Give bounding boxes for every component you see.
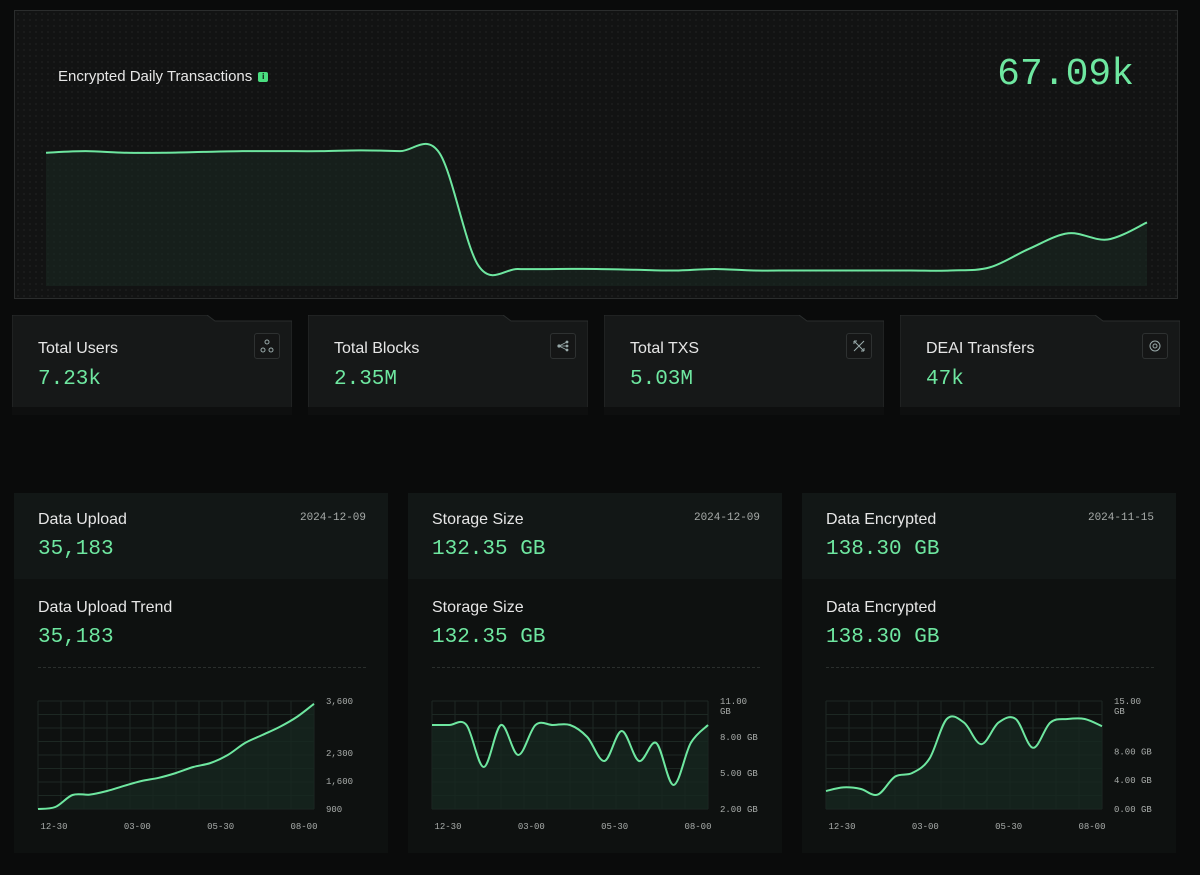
stat-card-frame bbox=[604, 315, 884, 415]
trend-chart: 11.00 GB 8.00 GB 5.00 GB 2.00 GB 12-30 03-00 05… bbox=[431, 697, 758, 832]
card-value: 35,183 bbox=[38, 538, 114, 561]
divider bbox=[38, 667, 366, 668]
hero-area bbox=[46, 143, 1147, 286]
x-tick-label: 08-00 bbox=[290, 822, 317, 832]
transfer-target-icon bbox=[1142, 333, 1168, 359]
trend-value: 138.30 GB bbox=[826, 626, 940, 649]
series-line bbox=[825, 715, 1103, 796]
stat-value: 2.35M bbox=[334, 368, 398, 391]
data-card-storage-size: Storage Size 2024-12-09 132.35 GB Storag… bbox=[408, 493, 782, 853]
card-date: 2024-12-09 bbox=[299, 512, 366, 524]
trend-chart: 3,600 2,300 1,600 900 12-30 03-00 05-30 08-00 bbox=[37, 697, 353, 832]
card-label: Storage Size bbox=[432, 511, 524, 528]
x-tick-label: 03-00 bbox=[518, 822, 545, 832]
trend-label: Data Encrypted bbox=[826, 599, 937, 616]
info-icon[interactable]: i bbox=[258, 71, 269, 82]
x-tick-label: 08-00 bbox=[684, 822, 711, 832]
y-tick-label: 15.00 GB bbox=[1114, 697, 1141, 717]
x-tick-label: 05-30 bbox=[207, 822, 234, 832]
blocks-tree-icon bbox=[550, 333, 576, 359]
card-date: 2024-12-09 bbox=[693, 512, 760, 524]
stat-card-frame bbox=[308, 315, 588, 415]
y-tick-label: 2,300 bbox=[326, 749, 353, 759]
y-tick-label: 3,600 bbox=[326, 697, 353, 707]
stat-value: 47k bbox=[926, 368, 964, 391]
y-tick-label: 0.00 GB bbox=[1114, 805, 1152, 815]
stat-value: 7.23k bbox=[38, 368, 102, 391]
y-tick-label: 900 bbox=[326, 805, 342, 815]
y-tick-label: 8.00 GB bbox=[720, 733, 758, 743]
stat-card-deai-transfers[interactable]: DEAI Transfers 47k bbox=[900, 315, 1180, 415]
card-header bbox=[14, 493, 388, 579]
trend-chart: 15.00 GB 8.00 GB 4.00 GB 0.00 GB 12-30 03-00 05… bbox=[825, 697, 1152, 832]
card-label: Data Encrypted bbox=[826, 511, 937, 528]
divider bbox=[432, 667, 760, 668]
stat-card-total-users[interactable]: Total Users 7.23k bbox=[12, 315, 292, 415]
card-label: Data Upload bbox=[38, 511, 127, 528]
trend-label: Storage Size bbox=[432, 599, 524, 616]
stat-card-total-blocks[interactable]: Total Blocks 2.35M bbox=[308, 315, 588, 415]
y-tick-label: 2.00 GB bbox=[720, 805, 758, 815]
data-card-data-upload: Data Upload 2024-12-09 35,183 Data Uploa… bbox=[14, 493, 388, 853]
divider bbox=[826, 667, 1154, 668]
y-tick-label: 8.00 GB bbox=[1114, 747, 1152, 757]
card-value: 132.35 GB bbox=[432, 538, 546, 561]
y-tick-label: 4.00 GB bbox=[1114, 776, 1152, 786]
series-area bbox=[826, 716, 1102, 809]
panel-title: Encrypted Daily Transactions i bbox=[58, 68, 269, 85]
stat-value: 5.03M bbox=[630, 368, 694, 391]
stat-label: Total TXS bbox=[630, 340, 700, 357]
trend-label: Data Upload Trend bbox=[38, 599, 173, 616]
transactions-arrows-icon bbox=[846, 333, 872, 359]
series-line bbox=[431, 720, 709, 787]
y-tick-label: 11.00 GB bbox=[720, 697, 747, 717]
series-area bbox=[38, 703, 314, 809]
transactions-chart bbox=[45, 142, 1148, 286]
x-tick-label: 05-30 bbox=[995, 822, 1022, 832]
stat-label: Total Users bbox=[38, 340, 119, 357]
x-tick-label: 08-00 bbox=[1078, 822, 1105, 832]
card-header bbox=[408, 493, 782, 579]
y-tick-label: 1,600 bbox=[326, 777, 353, 787]
card-value: 138.30 GB bbox=[826, 538, 940, 561]
trend-value: 35,183 bbox=[38, 626, 114, 649]
card-header bbox=[802, 493, 1176, 579]
x-tick-label: 03-00 bbox=[124, 822, 151, 832]
x-tick-label: 03-00 bbox=[912, 822, 939, 832]
stat-card-frame bbox=[900, 315, 1180, 415]
stat-card-frame bbox=[12, 315, 292, 415]
x-tick-label: 12-30 bbox=[828, 822, 855, 832]
series-line bbox=[37, 703, 315, 810]
trend-value: 132.35 GB bbox=[432, 626, 546, 649]
series-area bbox=[432, 721, 708, 809]
card-date: 2024-11-15 bbox=[1087, 512, 1154, 524]
users-network-icon bbox=[254, 333, 280, 359]
y-tick-label: 5.00 GB bbox=[720, 769, 758, 779]
panel-title-text: Encrypted Daily Transactions bbox=[58, 68, 253, 85]
panel-value: 67.09k bbox=[997, 53, 1134, 96]
hero-line bbox=[45, 142, 1148, 277]
data-card-data-encrypted: Data Encrypted 2024-11-15 138.30 GB Data… bbox=[802, 493, 1176, 853]
stat-label: Total Blocks bbox=[334, 340, 420, 357]
x-tick-label: 12-30 bbox=[434, 822, 461, 832]
transactions-panel: Encrypted Daily Transactions i 67.09k bbox=[14, 10, 1178, 299]
stat-label: DEAI Transfers bbox=[926, 340, 1035, 357]
x-tick-label: 05-30 bbox=[601, 822, 628, 832]
x-tick-label: 12-30 bbox=[40, 822, 67, 832]
stat-card-total-txs[interactable]: Total TXS 5.03M bbox=[604, 315, 884, 415]
